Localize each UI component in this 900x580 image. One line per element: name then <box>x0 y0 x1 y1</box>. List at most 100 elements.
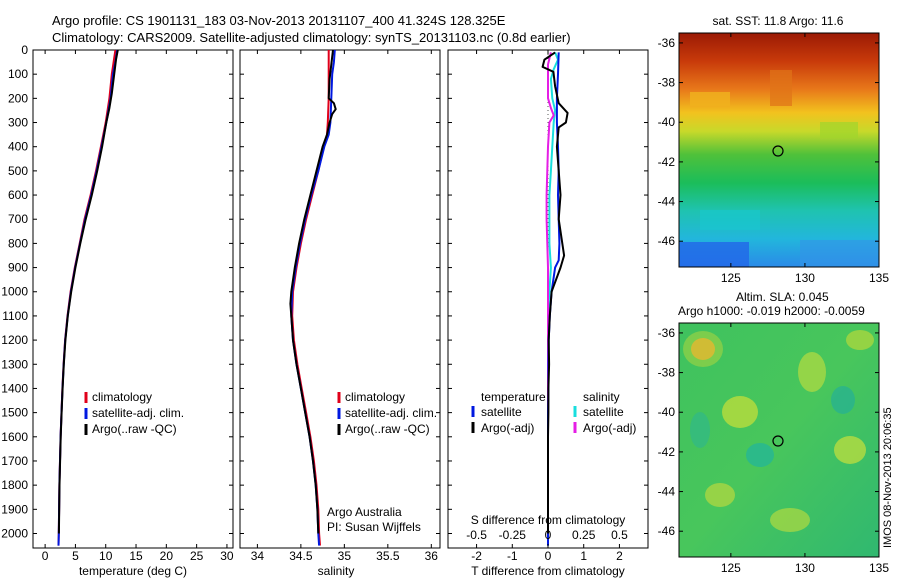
legend-argo-label: Argo(..raw -QC) <box>345 422 430 436</box>
sla-map-frame <box>678 322 880 558</box>
depth-tick-label: 1100 <box>2 309 28 323</box>
depth-tick-label: 1200 <box>1 333 28 347</box>
x-tick-label: 34.5 <box>289 549 313 563</box>
depth-tick-label: 1500 <box>1 406 28 420</box>
legend-temperature-title: temperature <box>481 390 546 404</box>
s-tick-label: 0 <box>545 528 552 542</box>
imos-watermark: IMOS 08-Nov-2013 20:06:35 <box>882 407 894 548</box>
s-difference-label: S difference from climatology <box>471 513 626 527</box>
sst-patch <box>679 242 749 267</box>
depth-tick-label: 1600 <box>1 430 28 444</box>
sst-patch <box>690 92 730 106</box>
depth-tick-label: 800 <box>8 236 28 250</box>
depth-axis-ticks: 0 100 200 300 400 500 600 700 800 900 1000 1100 1200… <box>1 43 648 540</box>
sst-map-ticks: -36 -38 -40 -42 -44 -46 125 130 135 <box>658 33 889 285</box>
depth-tick-label: 400 <box>8 140 28 154</box>
depth-tick-label: 100 <box>8 67 28 81</box>
x-tick-label: 0 <box>545 549 552 563</box>
lat-tick-label: -44 <box>658 485 676 499</box>
sla-blob <box>722 396 758 428</box>
lat-tick-label: -42 <box>658 155 676 169</box>
salinity-plot-area <box>239 49 441 549</box>
sla-argo-marker <box>772 435 784 447</box>
sst-map-field <box>679 33 879 267</box>
depth-tick-label: 1300 <box>1 357 28 371</box>
x-tick-label: 25 <box>190 549 204 563</box>
difference-panel: -2 -1 0 1 2 -0.5 -0.25 0 0.25 0.5 S difference f… <box>447 49 649 578</box>
difference-x-ticks: -2 -1 0 1 2 <box>471 50 623 563</box>
lat-tick-label: -38 <box>658 366 676 380</box>
temperature-legend: climatology satellite-adj. clim. Argo(..… <box>84 390 184 436</box>
sla-map-title-2: Argo h1000: -0.019 h2000: -0.0059 <box>678 304 865 318</box>
temperature-plot-area <box>32 49 234 549</box>
depth-tick-label: 700 <box>8 212 28 226</box>
legend-s-satellite-label: satellite <box>583 405 624 419</box>
x-tick-label: 34 <box>251 549 265 563</box>
lon-tick-label: 135 <box>869 561 889 575</box>
credit-line-2: PI: Susan Wijffels <box>327 520 421 534</box>
depth-tick-label: 500 <box>8 164 28 178</box>
depth-tick-label: 1000 <box>1 285 28 299</box>
depth-tick-label: 300 <box>8 116 28 130</box>
x-tick-label: 0 <box>42 549 49 563</box>
sla-blob <box>798 352 826 392</box>
x-tick-label: -1 <box>507 549 518 563</box>
temperature-series <box>57 49 119 546</box>
temperature-panel: 0 5 10 15 20 25 30 temperature (deg C) climato… <box>32 49 234 578</box>
sst-patch <box>800 240 879 267</box>
lat-tick-label: -36 <box>658 36 676 50</box>
legend-climatology-label: climatology <box>92 390 152 404</box>
s-tick-label: 0.25 <box>572 528 596 542</box>
depth-tick-label: 200 <box>8 91 28 105</box>
legend-climatology-label: climatology <box>345 390 405 404</box>
sst-patch <box>820 122 858 138</box>
x-tick-label: 30 <box>220 549 234 563</box>
legend-satellite-label: satellite-adj. clim. <box>92 406 184 420</box>
sla-map-texture <box>683 330 874 532</box>
sla-map-ticks: -36 -38 -40 -42 -44 -46 125 130 135 <box>658 323 889 575</box>
sla-blob <box>846 330 874 350</box>
legend-salinity-title: salinity <box>583 390 620 404</box>
legend-s-argo-label: Argo(-adj) <box>583 421 636 435</box>
sla-map-title-1: Altim. SLA: 0.045 <box>736 290 829 304</box>
salinity-x-ticks: 34 34.5 35 35.5 36 <box>251 50 438 563</box>
s-tick-label: -0.5 <box>466 528 487 542</box>
sla-blob <box>690 412 710 448</box>
credit-line-1: Argo Australia <box>327 505 402 519</box>
t-difference-label: T difference from climatology <box>471 564 625 578</box>
x-tick-label: 5 <box>72 549 79 563</box>
sla-blob <box>746 443 774 467</box>
depth-tick-label: 2000 <box>1 526 28 540</box>
lon-tick-label: 130 <box>795 271 815 285</box>
depth-tick-label: 1800 <box>1 478 28 492</box>
sla-blob <box>770 508 810 532</box>
depth-tick-label: 900 <box>8 261 28 275</box>
depth-tick-label: 1700 <box>1 454 28 468</box>
depth-tick-label: 0 <box>21 43 28 57</box>
lat-tick-label: -40 <box>658 405 676 419</box>
sla-blob <box>705 483 735 507</box>
sst-patch <box>770 70 792 106</box>
lon-tick-label: 125 <box>721 271 741 285</box>
lat-tick-label: -46 <box>658 524 676 538</box>
salinity-legend: climatology satellite-adj. clim. Argo(..… <box>337 390 437 436</box>
lat-tick-label: -42 <box>658 445 676 459</box>
salinity-panel: 34 34.5 35 35.5 36 salinity climatology sate… <box>239 49 441 578</box>
sst-map-panel: sat. SST: 11.8 Argo: 11.6 <box>658 14 890 285</box>
sla-blob <box>834 436 866 464</box>
salinity-series <box>289 49 337 546</box>
x-tick-label: 10 <box>99 549 113 563</box>
t-diff-argo-line <box>541 51 569 534</box>
x-tick-label: 35.5 <box>376 549 400 563</box>
x-tick-label: -2 <box>471 549 482 563</box>
salinity-argo-line <box>289 49 337 534</box>
legend-t-argo-label: Argo(-adj) <box>481 421 534 435</box>
legend-satellite-label: satellite-adj. clim. <box>345 406 437 420</box>
lat-tick-label: -46 <box>658 234 676 248</box>
depth-tick-label: 1900 <box>1 502 28 516</box>
x-tick-label: 1 <box>580 549 587 563</box>
lon-tick-label: 125 <box>721 561 741 575</box>
figure-title-line1: Argo profile: CS 1901131_183 03-Nov-2013… <box>52 13 506 28</box>
sla-blob <box>683 331 723 367</box>
